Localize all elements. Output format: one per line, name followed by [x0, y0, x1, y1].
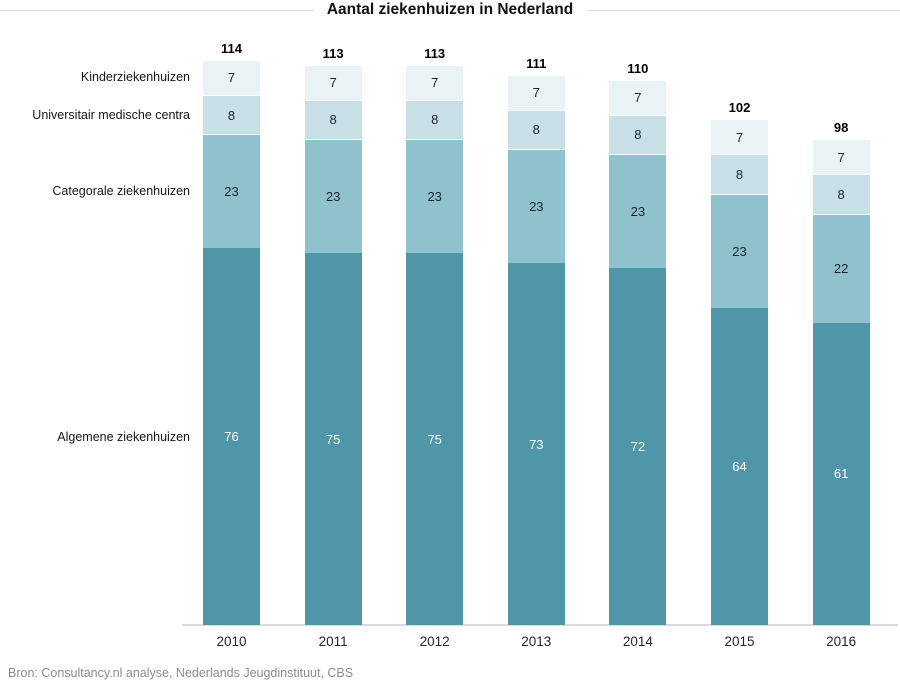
source-note: Bron: Consultancy.nl analyse, Nederlands… [8, 666, 354, 680]
bar-segment-categorale-ziekenhuizen-2015: 23 [711, 193, 768, 308]
bar-segment-categorale-ziekenhuizen-2016: 22 [812, 213, 870, 323]
bar-segment-kinderziekenhuizen-2014: 7 [609, 79, 667, 115]
total-label-2012: 113 [424, 45, 446, 61]
bar-segment-categorale-ziekenhuizen-2013: 23 [507, 149, 565, 264]
top-divider-line [0, 10, 900, 11]
bar-segment-algemene-ziekenhuizen-2012: 75 [406, 253, 464, 625]
bar-segment-universitair-medische-centra-2014: 8 [609, 114, 667, 155]
bar-segment-kinderziekenhuizen-2011: 7 [304, 64, 362, 100]
bar-segment-universitair-medische-centra-2015: 8 [711, 154, 768, 194]
x-axis-label-2010: 2010 [216, 634, 247, 649]
bar-segment-categorale-ziekenhuizen-2010: 23 [203, 134, 260, 249]
total-label-2011: 113 [322, 45, 344, 61]
series-label-algemene-ziekenhuizen: Algemene ziekenhuizen [57, 429, 190, 444]
series-label-categorale-ziekenhuizen: Categorale ziekenhuizen [52, 184, 190, 199]
total-label-2016: 98 [833, 120, 849, 136]
bar-segment-kinderziekenhuizen-2013: 7 [507, 74, 565, 110]
plot-area: 76 23 8 7 114 2010 75 23 8 7 113 2011 75 23 8 7 113 2012 7… [32, 41, 898, 649]
bar-segment-algemene-ziekenhuizen-2011: 75 [304, 253, 362, 625]
bar-segment-categorale-ziekenhuizen-2011: 23 [304, 139, 362, 254]
bar-segment-algemene-ziekenhuizen-2014: 72 [609, 268, 667, 625]
total-label-2014: 110 [627, 60, 649, 76]
bar-segment-algemene-ziekenhuizen-2010: 76 [203, 248, 260, 625]
bar-segment-kinderziekenhuizen-2012: 7 [406, 64, 464, 100]
x-axis-label-2016: 2016 [826, 634, 857, 649]
bar-segment-algemene-ziekenhuizen-2016: 61 [812, 322, 870, 625]
x-axis-label-2013: 2013 [521, 634, 552, 649]
total-label-2015: 102 [728, 100, 751, 116]
bar-segment-universitair-medische-centra-2010: 8 [203, 94, 260, 135]
total-label-2010: 114 [221, 41, 242, 56]
bar-segment-kinderziekenhuizen-2010: 7 [203, 60, 260, 95]
x-axis-line [182, 624, 898, 626]
bar-segment-kinderziekenhuizen-2016: 7 [812, 139, 870, 174]
bar-segment-universitair-medische-centra-2013: 8 [507, 109, 565, 150]
bar-segment-algemene-ziekenhuizen-2015: 64 [711, 307, 768, 625]
bar-segment-categorale-ziekenhuizen-2012: 23 [406, 139, 464, 254]
bar-segment-kinderziekenhuizen-2015: 7 [711, 119, 768, 155]
bar-segment-universitair-medische-centra-2016: 8 [812, 173, 870, 214]
x-axis-label-2014: 2014 [622, 634, 653, 649]
series-label-kinderziekenhuizen: Kinderziekenhuizen [80, 70, 190, 85]
bar-segment-algemene-ziekenhuizen-2013: 73 [507, 263, 565, 625]
x-axis-label-2012: 2012 [419, 634, 450, 649]
series-label-universitair-medische-centra: Universitair medische centra [32, 107, 190, 122]
x-axis-label-2015: 2015 [724, 634, 755, 649]
bar-segment-categorale-ziekenhuizen-2014: 23 [609, 154, 667, 269]
bar-segment-universitair-medische-centra-2011: 8 [304, 99, 362, 140]
total-label-2013: 111 [526, 55, 547, 71]
bar-segment-universitair-medische-centra-2012: 8 [406, 99, 464, 140]
x-axis-label-2011: 2011 [318, 634, 348, 649]
